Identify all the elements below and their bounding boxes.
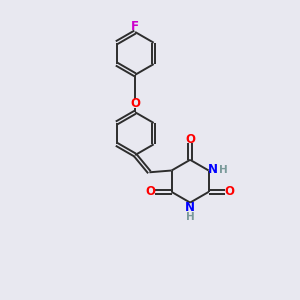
Text: O: O <box>146 185 156 198</box>
Text: O: O <box>130 97 140 110</box>
Text: O: O <box>224 185 235 198</box>
Text: O: O <box>185 133 195 146</box>
Text: H: H <box>186 212 194 223</box>
Text: F: F <box>131 20 139 33</box>
Text: N: N <box>185 202 195 214</box>
Text: H: H <box>219 165 228 175</box>
Text: N: N <box>208 164 218 176</box>
